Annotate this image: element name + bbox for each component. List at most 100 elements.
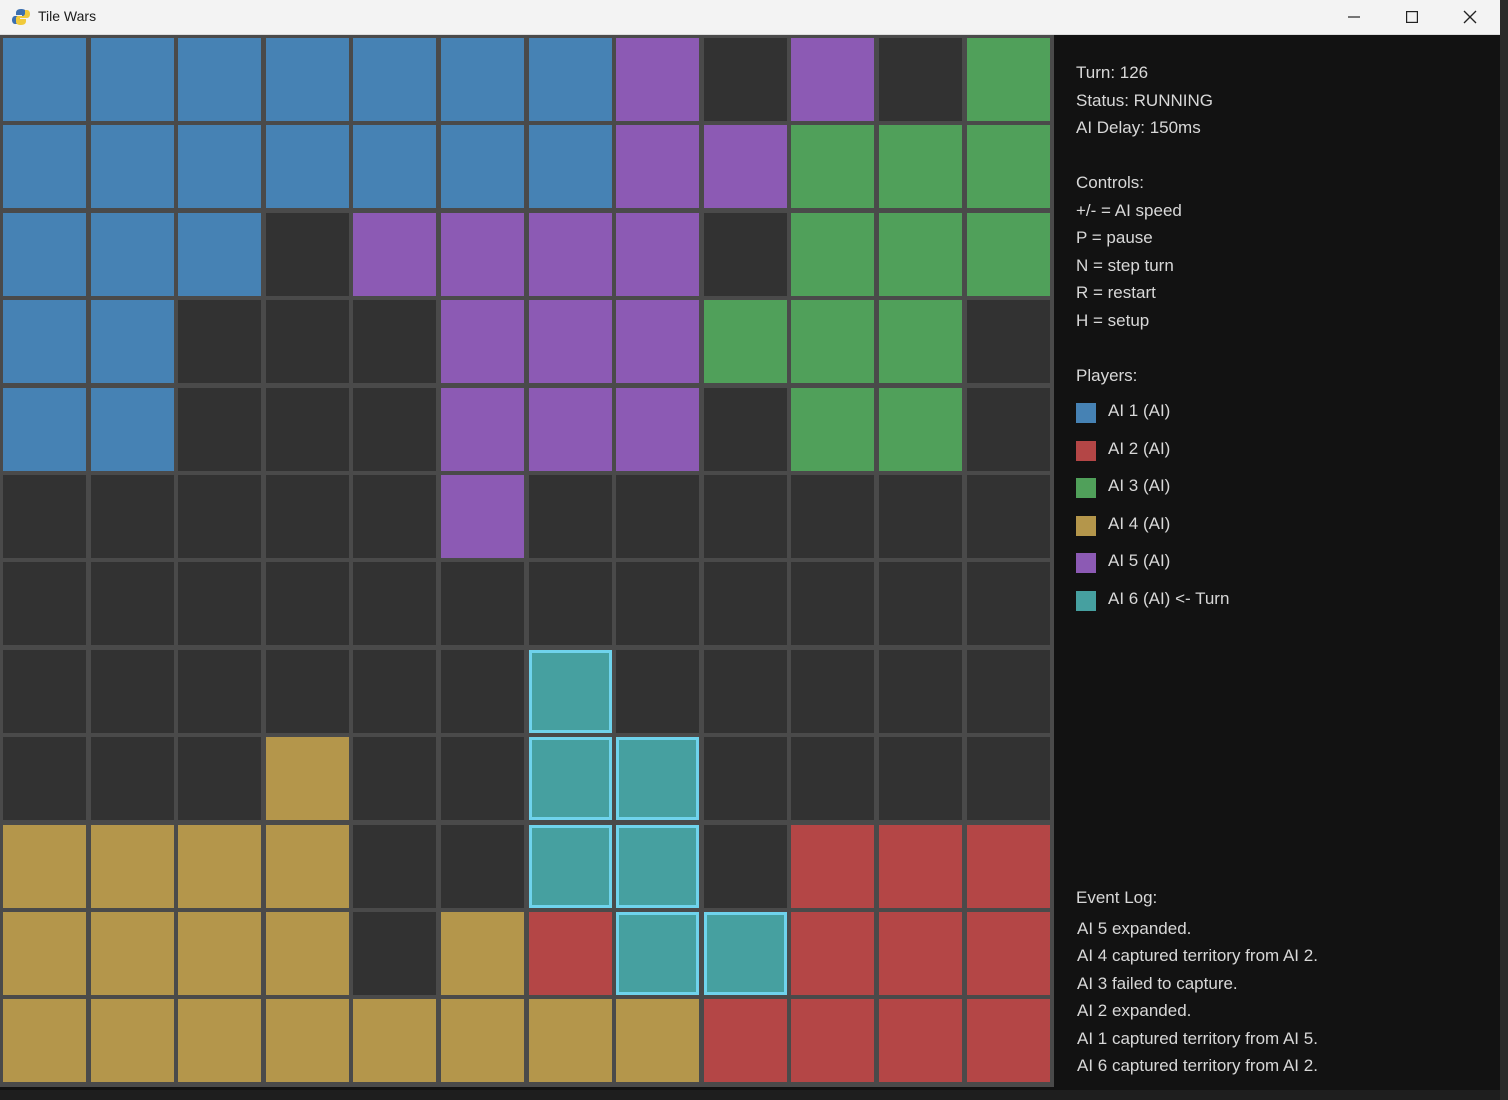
board-tile[interactable] xyxy=(616,387,700,471)
board-tile[interactable] xyxy=(353,125,437,209)
board-tile[interactable] xyxy=(966,562,1050,646)
board-tile[interactable] xyxy=(616,562,700,646)
board-tile[interactable] xyxy=(879,125,962,209)
board-tile[interactable] xyxy=(791,562,875,646)
board-tile[interactable] xyxy=(879,649,962,733)
board-tile[interactable] xyxy=(90,562,174,646)
board-tile[interactable] xyxy=(616,212,700,296)
board-tile[interactable] xyxy=(265,475,349,558)
board-tile[interactable] xyxy=(265,649,349,733)
board-tile[interactable] xyxy=(528,912,612,995)
board-tile[interactable] xyxy=(616,38,700,121)
board-tile[interactable] xyxy=(703,824,787,908)
board-tile[interactable] xyxy=(703,649,787,733)
board-tile[interactable] xyxy=(791,999,875,1083)
board-tile[interactable] xyxy=(3,737,86,821)
board-tile[interactable] xyxy=(265,824,349,908)
board-tile[interactable] xyxy=(178,125,262,209)
board-tile[interactable] xyxy=(879,212,962,296)
board-tile[interactable] xyxy=(703,999,787,1083)
board-tile[interactable] xyxy=(616,300,700,384)
board-tile[interactable] xyxy=(879,475,962,558)
close-button[interactable] xyxy=(1441,0,1499,34)
board-tile[interactable] xyxy=(528,649,612,733)
board-tile[interactable] xyxy=(528,300,612,384)
board-tile[interactable] xyxy=(703,475,787,558)
board-tile[interactable] xyxy=(178,824,262,908)
board-tile[interactable] xyxy=(703,737,787,821)
board-tile[interactable] xyxy=(90,387,174,471)
board-tile[interactable] xyxy=(353,912,437,995)
board-tile[interactable] xyxy=(441,562,524,646)
board-tile[interactable] xyxy=(265,38,349,121)
board-tile[interactable] xyxy=(90,912,174,995)
board-tile[interactable] xyxy=(3,387,86,471)
board-tile[interactable] xyxy=(879,387,962,471)
board-tile[interactable] xyxy=(265,562,349,646)
board-tile[interactable] xyxy=(879,38,962,121)
board-tile[interactable] xyxy=(791,300,875,384)
board-tile[interactable] xyxy=(616,912,700,995)
board-tile[interactable] xyxy=(265,300,349,384)
board-tile[interactable] xyxy=(178,300,262,384)
board-tile[interactable] xyxy=(703,38,787,121)
board-tile[interactable] xyxy=(528,475,612,558)
board-tile[interactable] xyxy=(791,387,875,471)
board-tile[interactable] xyxy=(528,562,612,646)
board-tile[interactable] xyxy=(265,387,349,471)
board-tile[interactable] xyxy=(441,387,524,471)
board-tile[interactable] xyxy=(353,212,437,296)
board-tile[interactable] xyxy=(265,212,349,296)
board-tile[interactable] xyxy=(791,475,875,558)
board-tile[interactable] xyxy=(178,912,262,995)
board-tile[interactable] xyxy=(528,737,612,821)
board-tile[interactable] xyxy=(265,999,349,1083)
board-tile[interactable] xyxy=(441,125,524,209)
board-tile[interactable] xyxy=(265,912,349,995)
board-tile[interactable] xyxy=(353,300,437,384)
board-tile[interactable] xyxy=(178,562,262,646)
board-tile[interactable] xyxy=(441,212,524,296)
board-tile[interactable] xyxy=(966,912,1050,995)
board-tile[interactable] xyxy=(616,475,700,558)
board-tile[interactable] xyxy=(966,212,1050,296)
board-tile[interactable] xyxy=(616,999,700,1083)
board-tile[interactable] xyxy=(879,737,962,821)
board-tile[interactable] xyxy=(441,999,524,1083)
board-tile[interactable] xyxy=(879,912,962,995)
board-tile[interactable] xyxy=(178,999,262,1083)
board-tile[interactable] xyxy=(90,212,174,296)
board-tile[interactable] xyxy=(353,824,437,908)
board-tile[interactable] xyxy=(791,912,875,995)
board-tile[interactable] xyxy=(353,737,437,821)
board-tile[interactable] xyxy=(90,475,174,558)
board-tile[interactable] xyxy=(441,824,524,908)
board-tile[interactable] xyxy=(441,475,524,558)
board-tile[interactable] xyxy=(703,300,787,384)
board-tile[interactable] xyxy=(265,125,349,209)
board-tile[interactable] xyxy=(178,212,262,296)
board-tile[interactable] xyxy=(791,212,875,296)
board-tile[interactable] xyxy=(528,387,612,471)
board-tile[interactable] xyxy=(178,737,262,821)
board-tile[interactable] xyxy=(879,562,962,646)
board-tile[interactable] xyxy=(441,737,524,821)
board-tile[interactable] xyxy=(966,38,1050,121)
board-tile[interactable] xyxy=(3,475,86,558)
board-tile[interactable] xyxy=(441,649,524,733)
board-tile[interactable] xyxy=(703,125,787,209)
board-tile[interactable] xyxy=(178,649,262,733)
board-tile[interactable] xyxy=(90,38,174,121)
board-tile[interactable] xyxy=(879,999,962,1083)
board-tile[interactable] xyxy=(353,649,437,733)
board-tile[interactable] xyxy=(528,824,612,908)
board-tile[interactable] xyxy=(528,212,612,296)
board-tile[interactable] xyxy=(90,649,174,733)
board-tile[interactable] xyxy=(90,999,174,1083)
board-tile[interactable] xyxy=(703,912,787,995)
board-tile[interactable] xyxy=(3,125,86,209)
board-tile[interactable] xyxy=(966,737,1050,821)
board-tile[interactable] xyxy=(178,387,262,471)
board-tile[interactable] xyxy=(791,737,875,821)
board-tile[interactable] xyxy=(966,649,1050,733)
